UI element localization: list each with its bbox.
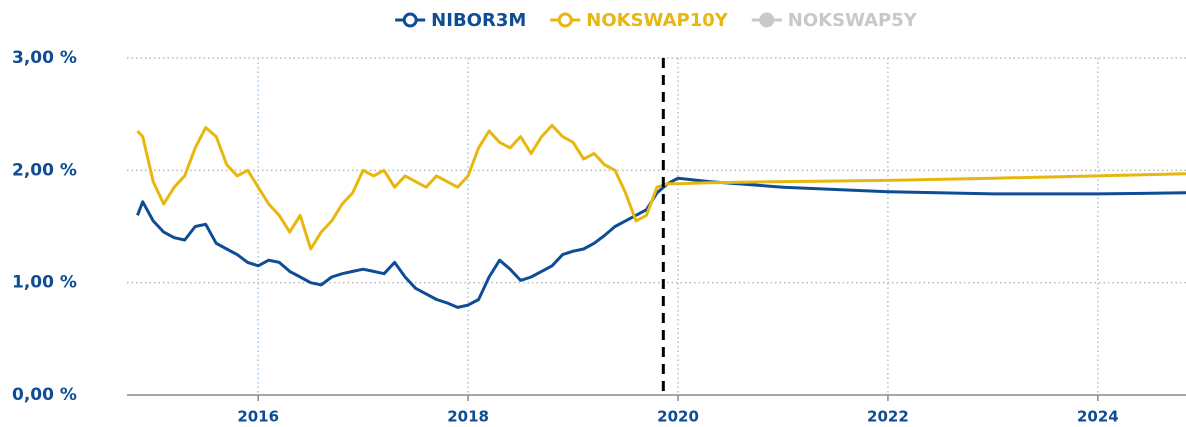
x-tick-label: 2016 <box>237 408 279 426</box>
line-series <box>136 176 1186 309</box>
legend: NIBOR3M NOKSWAP10Y NOKSWAP5Y <box>395 10 918 31</box>
x-tick-label: 2024 <box>1077 408 1119 426</box>
legend-label: NIBOR3M <box>431 10 526 31</box>
x-tick-label: 2020 <box>657 408 699 426</box>
legend-item[interactable]: NOKSWAP10Y <box>550 10 729 31</box>
y-tick-label: 0,00 % <box>12 385 77 405</box>
legend-marker <box>557 12 573 28</box>
legend-marker <box>402 12 418 28</box>
legend-item[interactable]: NIBOR3M <box>395 10 526 31</box>
y-tick-label: 2,00 % <box>12 160 77 180</box>
legend-label: NOKSWAP10Y <box>586 10 728 31</box>
legend-label: NOKSWAP5Y <box>788 10 918 31</box>
y-tick-label: 1,00 % <box>12 273 77 293</box>
x-tick-label: 2022 <box>867 408 909 426</box>
y-tick-label: 3,00 % <box>12 48 77 68</box>
x-tick-label: 2018 <box>447 408 489 426</box>
legend-item[interactable]: NOKSWAP5Y <box>751 10 918 31</box>
legend-marker <box>759 12 775 28</box>
line-series <box>136 123 1186 251</box>
